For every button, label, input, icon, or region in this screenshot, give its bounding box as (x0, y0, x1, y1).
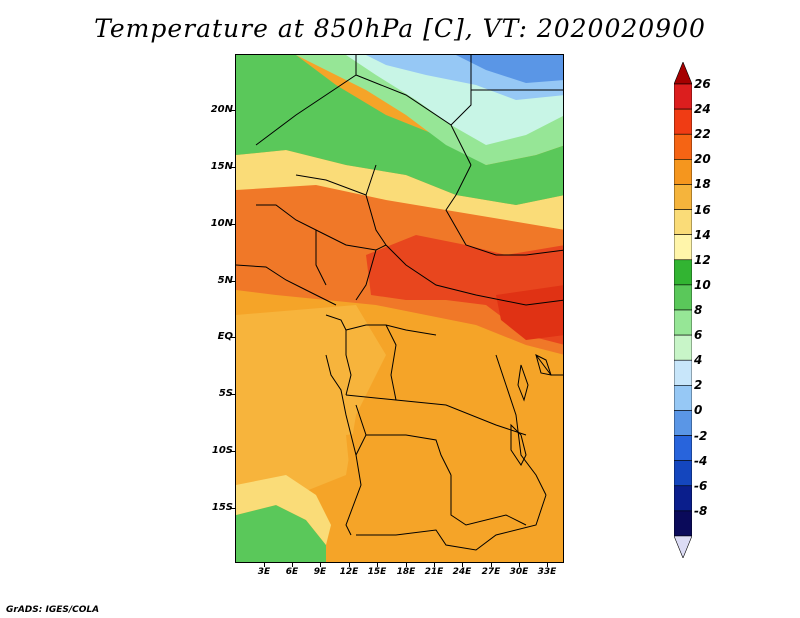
colorbar-level-label: 6 (694, 328, 703, 343)
lon-tick (320, 563, 321, 567)
colorbar-level-label: 18 (694, 177, 711, 192)
lon-tick (462, 563, 463, 567)
colorbar-level-label: -6 (694, 478, 708, 493)
map-title: Temperature at 850hPa [C], VT: 202002090… (94, 14, 706, 43)
colorbar-segment (674, 209, 692, 235)
temperature-map (236, 55, 563, 562)
lon-tick (406, 563, 407, 567)
colorbar (674, 62, 692, 558)
colorbar-segment (674, 159, 692, 185)
lon-label-30e: 30E (509, 567, 529, 577)
map-region-red-east (496, 285, 563, 340)
lon-label-6e: 6E (285, 567, 299, 577)
lat-tick (230, 281, 235, 282)
colorbar-level-label: 14 (694, 227, 711, 242)
lon-label-24e: 24E (452, 567, 472, 577)
lat-label-10s: 10S (211, 445, 233, 456)
colorbar-level-label: 22 (694, 127, 711, 142)
lon-label-15e: 15E (367, 567, 387, 577)
grads-credit: GrADS: IGES/COLA (6, 605, 100, 615)
lon-label-21e: 21E (424, 567, 444, 577)
colorbar-segment (674, 284, 692, 311)
colorbar-segment (674, 385, 692, 411)
colorbar-level-label: 20 (694, 152, 711, 167)
lat-label-15n: 15N (210, 161, 233, 172)
lat-label-10n: 10N (210, 218, 233, 229)
colorbar-level-label: -4 (694, 453, 708, 468)
lon-tick (349, 563, 350, 567)
colorbar-segment (674, 435, 692, 461)
colorbar-bottom-arrow (674, 535, 692, 558)
colorbar-top-arrow (674, 62, 692, 85)
colorbar-level-label: -2 (694, 428, 708, 443)
colorbar-segment (674, 309, 692, 336)
map-panel (235, 54, 564, 563)
colorbar-segment (674, 460, 692, 487)
colorbar-level-label: 2 (694, 378, 703, 393)
lat-tick (230, 337, 235, 338)
lon-tick (519, 563, 520, 567)
lat-label-5n: 5N (217, 275, 233, 286)
colorbar-segment (674, 133, 692, 160)
colorbar-level-label: 8 (694, 303, 703, 317)
map-region-blue (456, 55, 563, 83)
lon-label-27e: 27E (481, 567, 501, 577)
colorbar-segment (674, 485, 692, 512)
lon-tick (377, 563, 378, 567)
colorbar-level-label: 26 (694, 77, 711, 91)
lat-tick (230, 167, 235, 168)
lat-label-5s: 5S (218, 388, 233, 399)
lon-tick (547, 563, 548, 567)
lon-label-9e: 9E (313, 567, 327, 577)
colorbar-level-label: 4 (694, 353, 703, 368)
lat-tick (230, 110, 235, 111)
colorbar-segment (674, 510, 692, 537)
lon-tick (292, 563, 293, 567)
lat-tick (230, 224, 235, 225)
lon-tick (491, 563, 492, 567)
lat-label-15s: 15S (211, 502, 233, 513)
lon-label-12e: 12E (339, 567, 359, 577)
map-region-yellow (236, 150, 563, 230)
lakes (510, 354, 552, 466)
lon-label-3e: 3E (257, 567, 271, 577)
map-region-yellow-southwest (236, 475, 331, 545)
colorbar-segment (674, 184, 692, 210)
map-region-green (236, 55, 563, 205)
map-region-green-southwest (236, 505, 326, 562)
colorbar-level-label: -8 (694, 503, 708, 518)
colorbar-segment (674, 410, 692, 436)
lat-tick (230, 451, 235, 452)
colorbar-level-label: 16 (694, 202, 711, 217)
colorbar-segment (674, 234, 692, 261)
colorbar-segment (674, 83, 692, 110)
colorbar-segment (674, 334, 692, 361)
colorbar-segment (674, 108, 692, 135)
map-region-angola (346, 425, 451, 535)
lat-label-eq: EQ (217, 331, 233, 342)
country-borders (236, 55, 563, 551)
lat-label-20n: 20N (210, 104, 233, 115)
colorbar-segment (674, 259, 692, 286)
colorbar-level-label: 12 (694, 252, 711, 267)
colorbar-segment (674, 359, 692, 386)
lon-tick (434, 563, 435, 567)
colorbar-level-label: 0 (694, 403, 703, 418)
lat-tick (230, 508, 235, 509)
lon-tick (264, 563, 265, 567)
colorbar-level-label: 24 (694, 102, 711, 117)
lon-label-18e: 18E (396, 567, 416, 577)
lat-tick (230, 394, 235, 395)
lon-label-33e: 33E (537, 567, 557, 577)
colorbar-level-label: 10 (694, 277, 711, 292)
